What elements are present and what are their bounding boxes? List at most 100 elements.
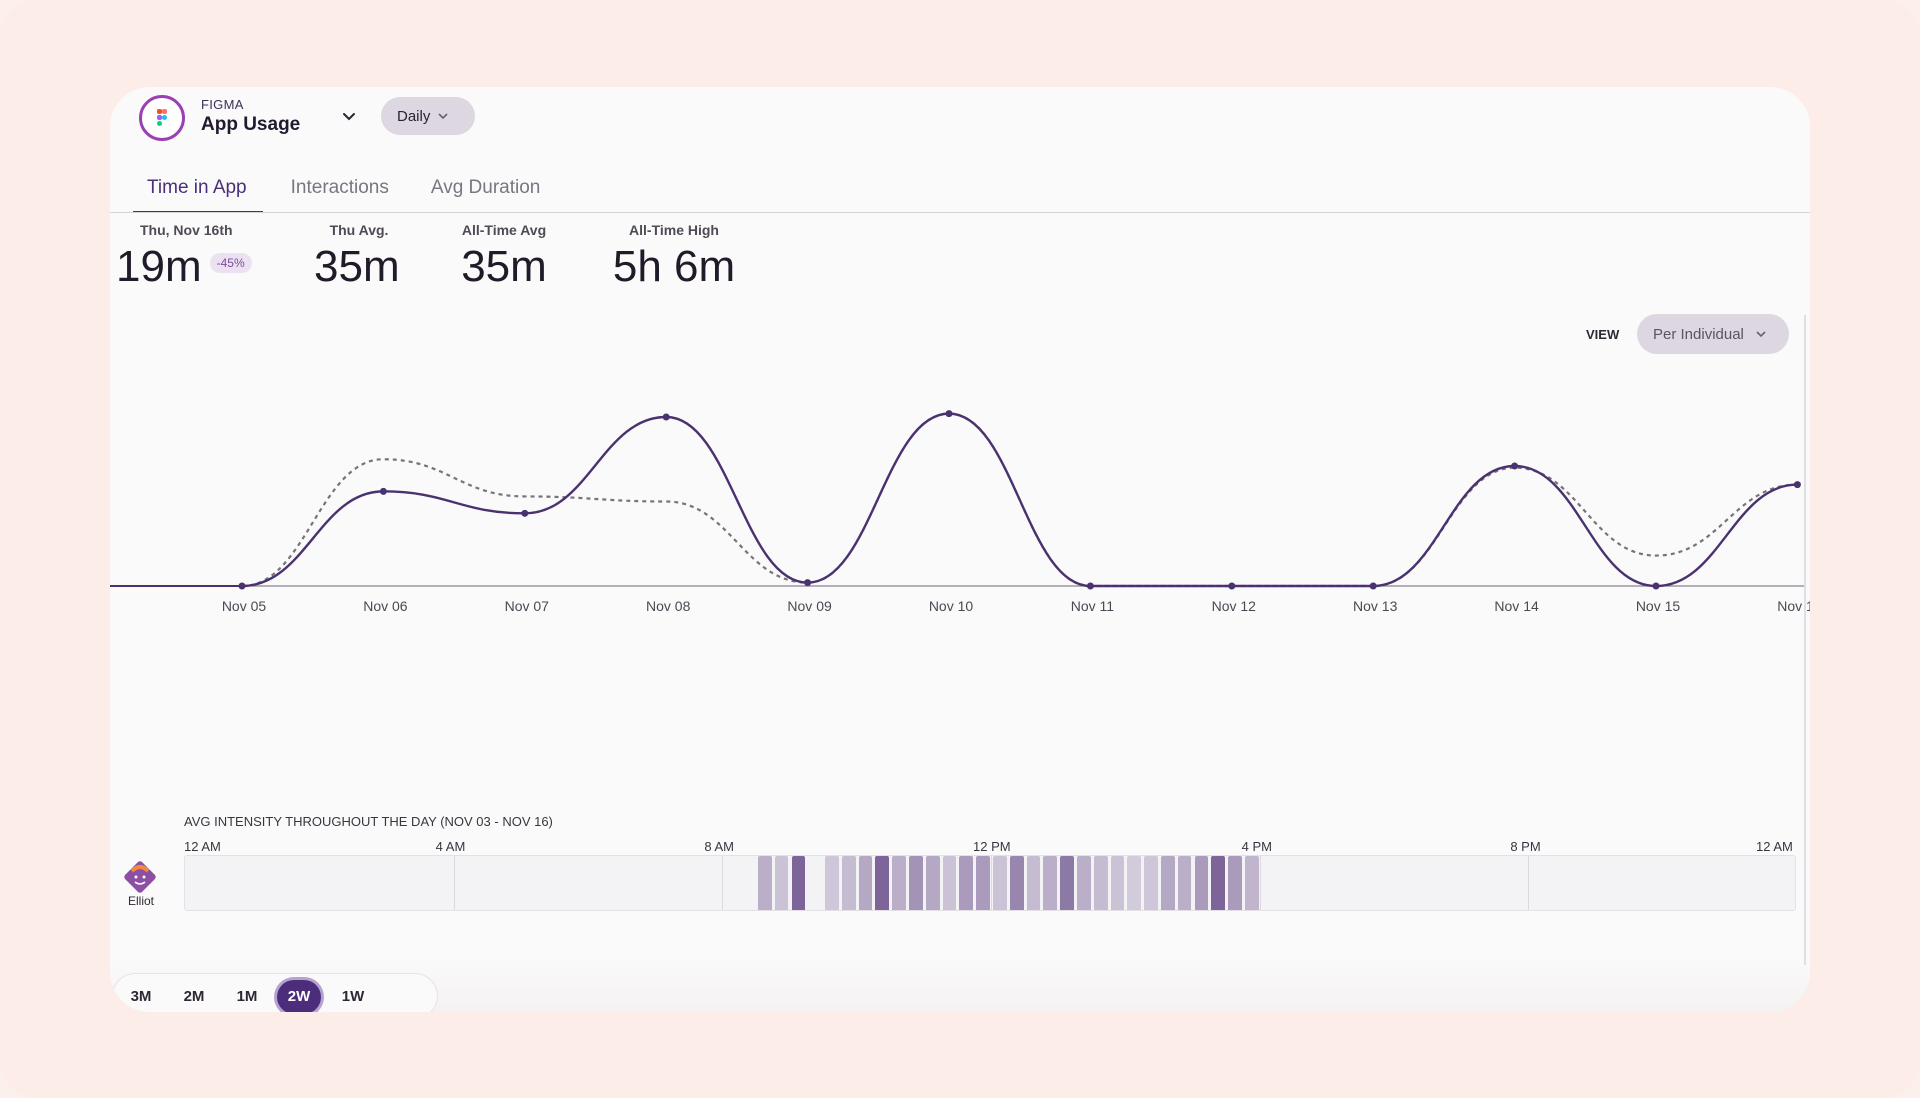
chevron-down-icon xyxy=(438,113,448,120)
heatmap-tick-label: 8 AM xyxy=(704,839,734,854)
data-point[interactable] xyxy=(804,579,812,587)
heatmap-cell[interactable] xyxy=(791,856,806,910)
heatmap-cell[interactable] xyxy=(875,856,890,910)
data-point[interactable] xyxy=(1652,582,1660,590)
heatmap-cell[interactable] xyxy=(1211,856,1226,910)
heatmap-cell[interactable] xyxy=(1144,856,1158,910)
app-switcher-chevron-icon[interactable] xyxy=(339,107,359,127)
data-point[interactable] xyxy=(662,413,670,421)
usage-card: FIGMA App Usage Daily Time in App Intera… xyxy=(110,87,1810,1012)
stat-today-label: Thu, Nov 16th xyxy=(140,222,233,238)
x-tick-label: Nov 10 xyxy=(929,598,974,614)
heatmap-tick-label: 4 PM xyxy=(1241,839,1272,854)
range-button-2m[interactable]: 2M xyxy=(183,988,205,1005)
heatmap-title: AVG INTENSITY THROUGHOUT THE DAY (NOV 03… xyxy=(184,814,553,829)
heatmap-cell[interactable] xyxy=(993,856,1007,910)
heatmap-cell[interactable] xyxy=(1177,856,1192,910)
heatmap-cell[interactable] xyxy=(1043,856,1058,910)
app-vendor-label: FIGMA xyxy=(201,97,244,112)
range-button-3m[interactable]: 3M xyxy=(130,988,152,1005)
period-dropdown[interactable]: Daily xyxy=(381,97,475,135)
heatmap-cell[interactable] xyxy=(1110,856,1125,910)
heatmap-tick-label: 12 AM xyxy=(184,839,221,854)
heatmap-tick-label: 12 AM xyxy=(1756,839,1793,854)
tab-avg-duration[interactable]: Avg Duration xyxy=(430,177,541,198)
heatmap-divider xyxy=(1528,856,1530,910)
heatmap-cell[interactable] xyxy=(841,856,856,910)
series-line-solid xyxy=(241,412,1798,588)
x-tick-label: Nov 05 xyxy=(222,598,267,614)
data-point[interactable] xyxy=(1086,582,1094,590)
stat-all-time-avg-value: 35m xyxy=(461,242,547,291)
period-dropdown-label: Daily xyxy=(397,107,431,125)
data-point[interactable] xyxy=(1369,582,1377,590)
heatmap-tick-label: 8 PM xyxy=(1510,839,1541,854)
heatmap-cell[interactable] xyxy=(1244,856,1259,910)
heatmap-cell[interactable] xyxy=(757,856,772,910)
data-point[interactable] xyxy=(1793,481,1801,489)
tabs-divider xyxy=(110,212,1810,213)
tab-interactions[interactable]: Interactions xyxy=(290,177,389,198)
series-line-dashed xyxy=(241,412,1798,588)
stat-weekday-avg-label: Thu Avg. xyxy=(329,222,389,238)
view-dropdown-label: Per Individual xyxy=(1653,325,1744,343)
heatmap-cell[interactable] xyxy=(892,856,907,910)
app-title: App Usage xyxy=(201,114,301,135)
heatmap-cell[interactable] xyxy=(1060,856,1074,910)
data-point[interactable] xyxy=(238,582,246,590)
stat-today-number: 19m xyxy=(116,242,202,291)
heatmap-cell[interactable] xyxy=(909,856,923,910)
usage-line-chart: Nov 05 Nov 06 Nov 07 Nov 08 Nov 09 Nov 10 Nov … xyxy=(110,410,1810,614)
x-tick-label: Nov 14 xyxy=(1494,598,1539,614)
x-tick-label: Nov 16 xyxy=(1777,598,1810,614)
heatmap-divider xyxy=(1259,856,1261,910)
x-tick-label: Nov 11 xyxy=(1071,598,1115,614)
data-point[interactable] xyxy=(521,509,529,517)
x-tick-label: Nov 06 xyxy=(363,598,408,614)
x-tick-label: Nov 09 xyxy=(787,598,832,614)
heatmap-cell[interactable] xyxy=(942,856,957,910)
heatmap-cell[interactable] xyxy=(1228,856,1242,910)
heatmap-cell[interactable] xyxy=(825,856,839,910)
heatmap-cell[interactable] xyxy=(1076,856,1091,910)
x-tick-label: Nov 15 xyxy=(1636,598,1681,614)
view-label: VIEW xyxy=(1586,327,1620,342)
tab-time-in-app[interactable]: Time in App xyxy=(133,177,263,213)
x-tick-label: Nov 07 xyxy=(505,598,550,614)
heatmap-cell[interactable] xyxy=(1009,856,1024,910)
heatmap-track xyxy=(184,855,1796,911)
heatmap-cell[interactable] xyxy=(1093,856,1108,910)
stat-all-time-avg: All-Time Avg 35m xyxy=(459,222,549,292)
heatmap-cell[interactable] xyxy=(1194,856,1209,910)
data-point[interactable] xyxy=(1228,582,1236,590)
data-point[interactable] xyxy=(945,410,953,418)
heatmap-cell[interactable] xyxy=(1160,856,1175,910)
user-avatar-icon xyxy=(124,861,156,893)
heatmap-cell[interactable] xyxy=(976,856,990,910)
stat-all-time-avg-label: All-Time Avg xyxy=(461,222,547,238)
stat-all-time-high: All-Time High 5h 6m xyxy=(604,222,744,292)
stat-weekday-avg-value: 35m xyxy=(314,242,400,291)
heatmap-tick-label: 4 AM xyxy=(435,839,466,854)
range-button-2w[interactable]: 2W xyxy=(277,980,321,1012)
metric-tabs: Time in App Interactions Avg Duration xyxy=(133,177,556,213)
heatmap-cell[interactable] xyxy=(1026,856,1041,910)
range-button-1m[interactable]: 1M xyxy=(236,988,258,1005)
heatmap-divider xyxy=(453,856,455,910)
data-point[interactable] xyxy=(379,487,387,495)
heatmap-cell[interactable] xyxy=(925,856,940,910)
heatmap-cell[interactable] xyxy=(858,856,873,910)
stat-weekday-avg: Thu Avg. 35m xyxy=(314,222,404,292)
heatmap-divider xyxy=(991,856,992,910)
stat-all-time-high-value: 5h 6m xyxy=(612,242,736,291)
heatmap-cell[interactable] xyxy=(1127,856,1142,910)
heatmap-cell[interactable] xyxy=(774,856,789,910)
user-name: Elliot xyxy=(127,894,154,908)
stat-all-time-high-label: All-Time High xyxy=(629,222,719,238)
range-button-1w[interactable]: 1W xyxy=(341,988,365,1005)
heatmap-cell[interactable] xyxy=(959,856,974,910)
delta-badge: -45% xyxy=(209,253,252,274)
data-point[interactable] xyxy=(1511,462,1519,470)
figma-logo-icon xyxy=(139,95,185,141)
view-dropdown[interactable]: Per Individual xyxy=(1637,314,1789,354)
